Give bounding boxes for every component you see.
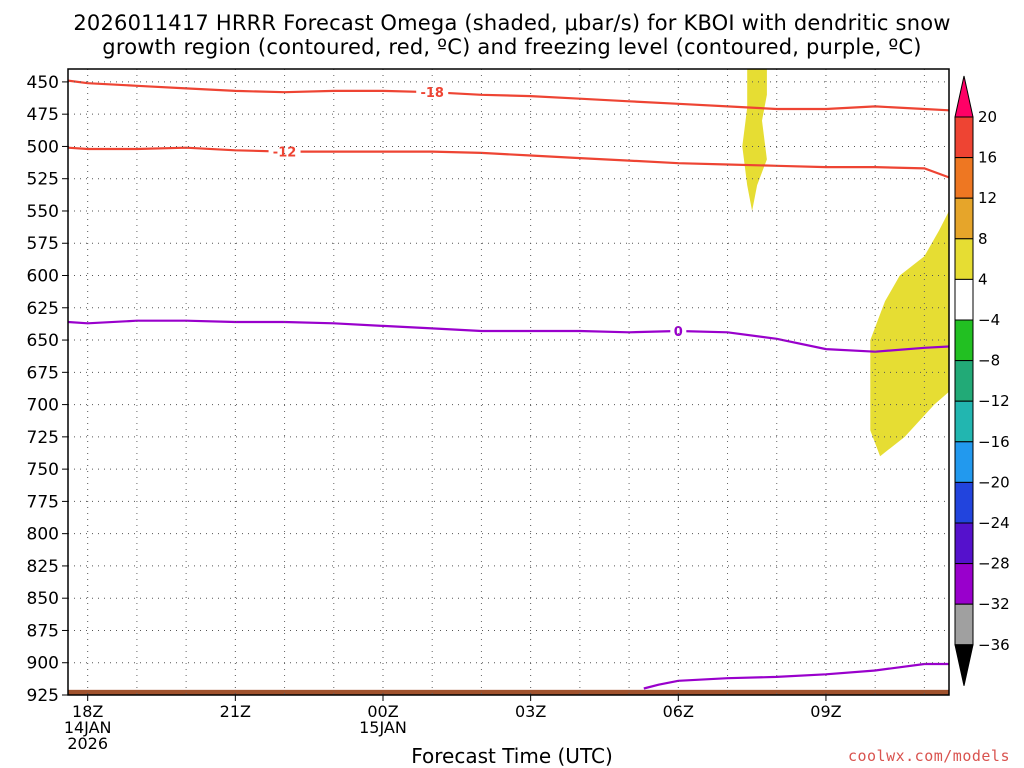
omega-region-1	[870, 211, 949, 457]
plot-area: -18-120	[68, 69, 949, 695]
contour-label-bg-2	[670, 324, 687, 339]
plot-frame	[67, 68, 950, 696]
credit-text: coolwx.com/models	[847, 747, 1010, 765]
y-tick-label-525: 525	[27, 170, 59, 190]
x-tick-label-3-0: 21Z	[220, 702, 251, 721]
colorbar-label-12: −32	[978, 595, 1010, 613]
colorbar-bin-5	[954, 278, 974, 321]
contour-label-bg-1	[268, 144, 301, 159]
colorbar-bin-8	[954, 400, 974, 443]
colorbar-label-10: −24	[978, 514, 1010, 532]
chart-title-line-2: growth region (contoured, red, ºC) and f…	[102, 35, 922, 59]
contour-label-bg-0	[416, 85, 449, 100]
y-tick-label-625: 625	[27, 299, 59, 319]
y-tick-label-450: 450	[27, 73, 59, 93]
colorbar-label-9: −20	[978, 473, 1010, 491]
contour-line-1	[68, 146, 949, 179]
colorbar-label-11: −28	[978, 555, 1010, 573]
colorbar-label-0: 20	[978, 108, 997, 126]
contour-line-3	[643, 662, 949, 690]
x-axis-label: Forecast Time (UTC)	[411, 744, 613, 768]
x-tick-label-6-0: 00Z	[367, 702, 398, 721]
y-tick-label-675: 675	[27, 363, 59, 383]
y-tick-label-475: 475	[27, 105, 59, 125]
y-tick-label-825: 825	[27, 557, 59, 577]
y-tick-label-725: 725	[27, 428, 59, 448]
y-tick-label-650: 650	[27, 331, 59, 351]
colorbar-bin-2	[954, 157, 974, 199]
x-tick-label-0-2: 2026	[67, 734, 108, 753]
y-tick-label-550: 550	[27, 202, 59, 222]
y-tick-label-900: 900	[27, 654, 59, 674]
x-tick-label-9-0: 03Z	[515, 702, 546, 721]
colorbar-label-3: 8	[978, 230, 988, 248]
omega-region-0	[742, 69, 767, 211]
colorbar-top-triangle	[954, 75, 974, 118]
colorbar-label-6: −8	[978, 352, 1000, 370]
colorbar-label-4: 4	[978, 270, 988, 288]
y-tick-label-850: 850	[27, 589, 59, 609]
colorbar-bottom-triangle	[954, 644, 974, 686]
colorbar-label-7: −12	[978, 392, 1010, 410]
chart-title-line-1: 2026011417 HRRR Forecast Omega (shaded, …	[73, 11, 951, 35]
colorbar-bin-13	[954, 603, 974, 646]
y-tick-label-800: 800	[27, 525, 59, 545]
x-tick-label-6-1: 15JAN	[359, 718, 407, 737]
y-tick-label-875: 875	[27, 621, 59, 641]
plot-background	[68, 69, 949, 695]
x-tick-label-0-0: 18Z	[72, 702, 103, 721]
colorbar-bin-7	[954, 360, 974, 402]
y-tick-label-575: 575	[27, 234, 59, 254]
colorbar-bin-12	[954, 563, 974, 605]
colorbar-bin-6	[954, 319, 974, 362]
x-tick-label-0-1: 14JAN	[64, 718, 112, 737]
colorbar-label-1: 16	[978, 149, 997, 167]
colorbar-label-2: 12	[978, 189, 997, 207]
colorbar-label-5: −4	[978, 311, 1000, 329]
colorbar-bin-4	[954, 238, 974, 280]
y-tick-label-500: 500	[27, 137, 59, 157]
y-tick-label-700: 700	[27, 396, 59, 416]
x-tick-label-12-0: 06Z	[663, 702, 694, 721]
contour-line-0	[68, 79, 949, 112]
y-tick-label-775: 775	[27, 492, 59, 512]
colorbar-bin-3	[954, 197, 974, 240]
colorbar-bin-1	[954, 116, 974, 159]
colorbar-label-13: −36	[978, 636, 1010, 654]
y-tick-label-925: 925	[27, 686, 59, 706]
contour-label-2: 0	[674, 325, 683, 340]
y-tick-label-750: 750	[27, 460, 59, 480]
colorbar-bin-9	[954, 441, 974, 483]
x-tick-label-15-0: 09Z	[810, 702, 841, 721]
colorbar-bin-11	[954, 522, 974, 565]
contour-line-2	[68, 319, 949, 353]
colorbar-bin-10	[954, 481, 974, 524]
terrain-strip	[68, 689, 949, 695]
y-tick-label-600: 600	[27, 267, 59, 287]
colorbar-label-8: −16	[978, 433, 1010, 451]
